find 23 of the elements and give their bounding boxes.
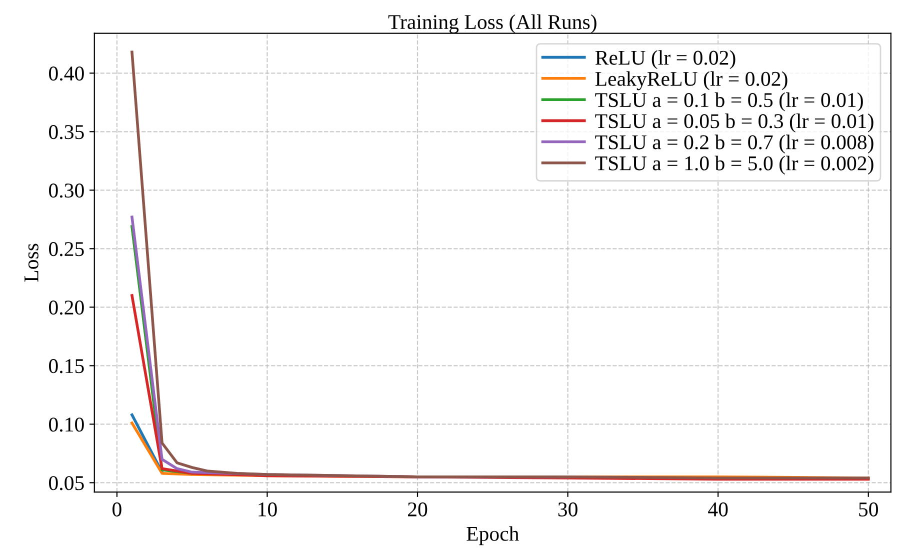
legend-label: TSLU a = 0.1 b = 0.5 (lr = 0.01) bbox=[595, 92, 863, 112]
y-tick-label: 0.30 bbox=[49, 184, 84, 198]
x-tick-label: 40 bbox=[708, 502, 728, 516]
y-tick-label: 0.15 bbox=[49, 359, 84, 374]
legend-label: ReLU (lr = 0.02) bbox=[595, 50, 736, 70]
y-tick-label: 0.40 bbox=[49, 66, 84, 81]
legend-label: LeakyReLU (lr = 0.02) bbox=[595, 71, 788, 90]
x-tick-label: 30 bbox=[558, 502, 578, 516]
x-tick-label: 0 bbox=[112, 502, 122, 516]
y-tick-label: 0.25 bbox=[49, 242, 84, 256]
x-tick-label: 20 bbox=[408, 502, 428, 516]
x-tick-label: 10 bbox=[258, 502, 277, 516]
x-axis-title: Epoch bbox=[466, 526, 519, 546]
x-tick-label: 50 bbox=[859, 502, 878, 516]
legend-label: TSLU a = 0.2 b = 0.7 (lr = 0.008) bbox=[595, 134, 874, 154]
y-tick-label: 0.35 bbox=[49, 125, 84, 140]
y-tick-label: 0.10 bbox=[49, 418, 84, 432]
legend-label: TSLU a = 0.05 b = 0.3 (lr = 0.01) bbox=[595, 114, 874, 132]
chart-title: Training Loss (All Runs) bbox=[388, 14, 596, 34]
y-tick-label: 0.05 bbox=[49, 476, 84, 490]
legend-label: TSLU a = 1.0 b = 5.0 (lr = 0.002) bbox=[595, 156, 874, 175]
y-axis-title: Loss bbox=[24, 244, 38, 282]
y-tick-label: 0.20 bbox=[49, 300, 84, 315]
